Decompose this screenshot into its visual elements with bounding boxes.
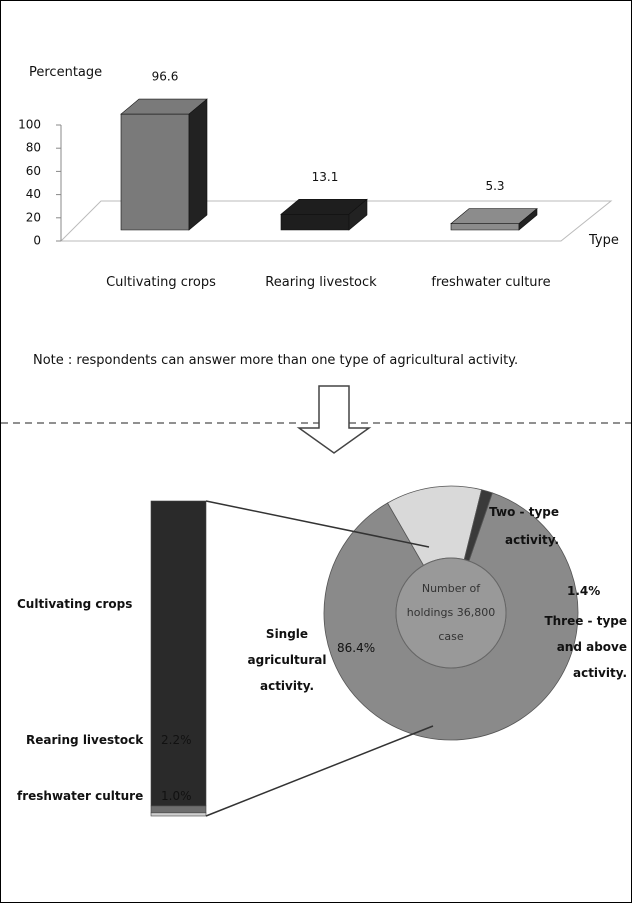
- value-label: 13.1: [312, 170, 339, 184]
- arrow: [296, 385, 372, 454]
- y-label: Percentage: [29, 65, 103, 80]
- y-tick-label: 20: [26, 210, 41, 224]
- bar: [280, 198, 368, 231]
- bar-face: [188, 98, 208, 231]
- stack-segment: [150, 500, 207, 807]
- bar-face: [518, 207, 538, 231]
- y-tick-label: 100: [18, 118, 41, 132]
- stack-label: Cultivating crops: [17, 597, 133, 611]
- bar: [450, 207, 538, 231]
- y-tick-label: 0: [33, 234, 41, 248]
- pie-value-label: 1.4%: [567, 584, 601, 598]
- value-label: 5.3: [485, 179, 504, 193]
- y-tick-label: 60: [26, 164, 41, 178]
- pie-value-label: 86.4%: [337, 641, 376, 655]
- connector: [205, 500, 430, 548]
- pie-label: Three - type and above activity.: [544, 614, 627, 680]
- value-label: 96.6: [152, 70, 179, 84]
- stack-value-label: 2.2%: [161, 733, 192, 747]
- stack-label: Rearing livestock: [26, 733, 144, 747]
- note: Note : respondents can answer more than …: [33, 353, 519, 368]
- pie-label: Single agricultural activity.: [247, 627, 327, 693]
- bar-face: [348, 198, 368, 231]
- bar-face: [280, 213, 350, 231]
- x-tick-label: Rearing livestock: [265, 275, 377, 290]
- stack-label: freshwater culture: [17, 789, 144, 803]
- connector: [205, 725, 434, 817]
- pie-hole: [395, 557, 507, 669]
- x-label: Type: [589, 233, 619, 248]
- bar: [120, 98, 208, 231]
- bar-face: [120, 113, 190, 231]
- x-tick-label: Cultivating crops: [106, 275, 216, 290]
- bar-face: [450, 223, 520, 231]
- y-tick-label: 80: [26, 141, 41, 155]
- x-tick-label: freshwater culture: [431, 275, 551, 290]
- stack-segment: [150, 805, 207, 814]
- floor: [59, 200, 613, 242]
- y-tick-label: 40: [26, 187, 41, 201]
- stack-value-label: 1.0%: [161, 789, 192, 803]
- stack-segment: [150, 812, 207, 817]
- pie-label: Two - type activity.: [489, 505, 559, 547]
- center-label: Number of holdings 36,800 case: [406, 582, 496, 643]
